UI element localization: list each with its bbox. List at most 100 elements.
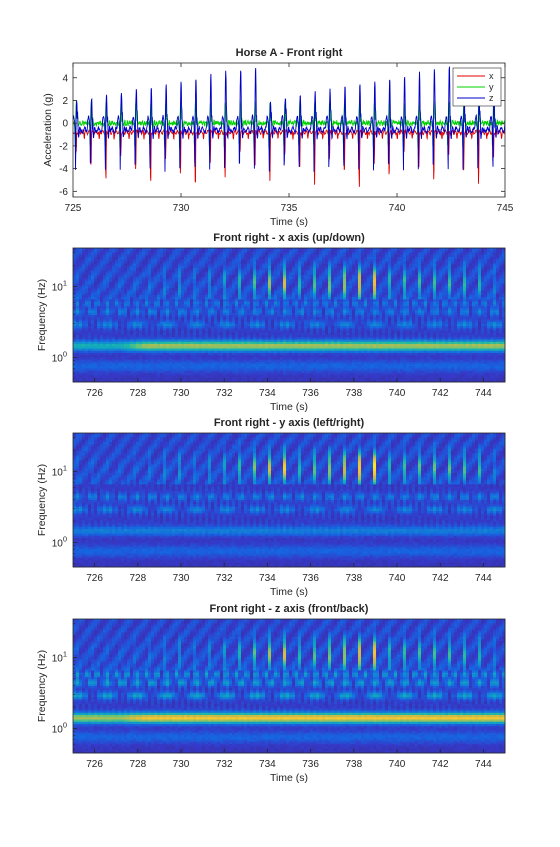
- heatmap-cell: [211, 265, 215, 269]
- heatmap-cell: [217, 248, 221, 251]
- heatmap-cell: [373, 281, 377, 285]
- heatmap-cell: [286, 285, 290, 289]
- heatmap-cell: [493, 306, 497, 309]
- heatmap-cell: [91, 292, 95, 296]
- heatmap-cell: [370, 277, 374, 280]
- heatmap-cell: [292, 256, 296, 260]
- heatmap-cell: [157, 283, 161, 287]
- heatmap-cell: [331, 259, 335, 262]
- heatmap-cell: [190, 315, 194, 318]
- heatmap-cell: [283, 306, 287, 309]
- heatmap-cell: [163, 250, 167, 253]
- heatmap-cell: [487, 268, 491, 271]
- heatmap-cell: [220, 279, 224, 282]
- heatmap-cell: [100, 274, 104, 278]
- heatmap-cell: [148, 254, 152, 258]
- heatmap-cell: [235, 321, 239, 325]
- heatmap-cell: [88, 323, 92, 327]
- heatmap-cell: [391, 315, 395, 318]
- heatmap-cell: [175, 265, 179, 269]
- heatmap-cell: [430, 272, 434, 276]
- heatmap-cell: [379, 294, 383, 298]
- heatmap-cell: [139, 270, 143, 273]
- heatmap-cell: [325, 256, 329, 260]
- heatmap-cell: [445, 272, 449, 276]
- heatmap-cell: [463, 294, 467, 298]
- heatmap-cell: [367, 285, 371, 289]
- heatmap-cell: [325, 259, 329, 262]
- heatmap-cell: [202, 301, 206, 305]
- heatmap-cell: [421, 285, 425, 289]
- heatmap-cell: [463, 263, 467, 267]
- heatmap-cell: [316, 279, 320, 282]
- heatmap-cell: [307, 306, 311, 309]
- heatmap-cell: [100, 301, 104, 305]
- heatmap-cell: [373, 274, 377, 278]
- heatmap-cell: [247, 317, 251, 320]
- heatmap-cell: [475, 285, 479, 289]
- heatmap-cell: [319, 301, 323, 305]
- heatmap-cell: [352, 306, 356, 309]
- heatmap-cell: [97, 248, 101, 251]
- heatmap-cell: [400, 321, 404, 325]
- heatmap-cell: [151, 268, 155, 271]
- heatmap-cell: [463, 279, 467, 282]
- heatmap-cell: [208, 321, 212, 325]
- heatmap-cell: [304, 292, 308, 296]
- heatmap-cell: [391, 274, 395, 278]
- heatmap-cell: [154, 308, 158, 311]
- heatmap-cell: [250, 315, 254, 318]
- heatmap-cell: [223, 288, 227, 291]
- heatmap-cell: [334, 252, 338, 256]
- heatmap-cell: [370, 256, 374, 260]
- heatmap-cell: [454, 294, 458, 298]
- heatmap-cell: [229, 268, 233, 271]
- heatmap-cell: [127, 252, 131, 256]
- heatmap-cell: [100, 259, 104, 262]
- heatmap-cell: [256, 315, 260, 318]
- heatmap-cell: [157, 288, 161, 291]
- heatmap-cell: [400, 319, 404, 323]
- heatmap-cell: [115, 270, 119, 273]
- heatmap-cell: [448, 270, 452, 273]
- heatmap-cell: [106, 263, 110, 267]
- heatmap-cell: [253, 261, 257, 265]
- heatmap-cell: [448, 274, 452, 278]
- heatmap-cell: [400, 277, 404, 280]
- heatmap-cell: [196, 261, 200, 265]
- heatmap-cell: [361, 315, 365, 318]
- heatmap-cell: [172, 290, 176, 294]
- heatmap-cell: [217, 252, 221, 256]
- heatmap-cell: [214, 259, 218, 262]
- heatmap-cell: [268, 312, 272, 316]
- heatmap-cell: [109, 323, 113, 327]
- heatmap-cell: [388, 319, 392, 323]
- heatmap-cell: [382, 263, 386, 267]
- heatmap-cell: [412, 252, 416, 256]
- heatmap-cell: [154, 274, 158, 278]
- heatmap-cell: [112, 288, 116, 291]
- heatmap-cell: [160, 256, 164, 260]
- heatmap-cell: [325, 277, 329, 280]
- heatmap-cell: [367, 299, 371, 302]
- heatmap-cell: [112, 297, 116, 300]
- heatmap-cell: [442, 297, 446, 300]
- heatmap-cell: [367, 254, 371, 258]
- heatmap-cell: [76, 290, 80, 294]
- heatmap-cell: [355, 321, 359, 325]
- heatmap-cell: [277, 310, 281, 314]
- heatmap-cell: [115, 248, 119, 251]
- heatmap-cell: [283, 285, 287, 289]
- heatmap-cell: [469, 310, 473, 314]
- heatmap-cell: [205, 263, 209, 267]
- heatmap-cell: [277, 299, 281, 302]
- heatmap-cell: [121, 303, 125, 307]
- heatmap-cell: [436, 272, 440, 276]
- heatmap-cell: [331, 288, 335, 291]
- heatmap-cell: [73, 274, 77, 278]
- heatmap-cell: [331, 265, 335, 269]
- heatmap-cell: [349, 263, 353, 267]
- heatmap-cell: [436, 288, 440, 291]
- heatmap-cell: [418, 321, 422, 325]
- heatmap-cell: [256, 270, 260, 273]
